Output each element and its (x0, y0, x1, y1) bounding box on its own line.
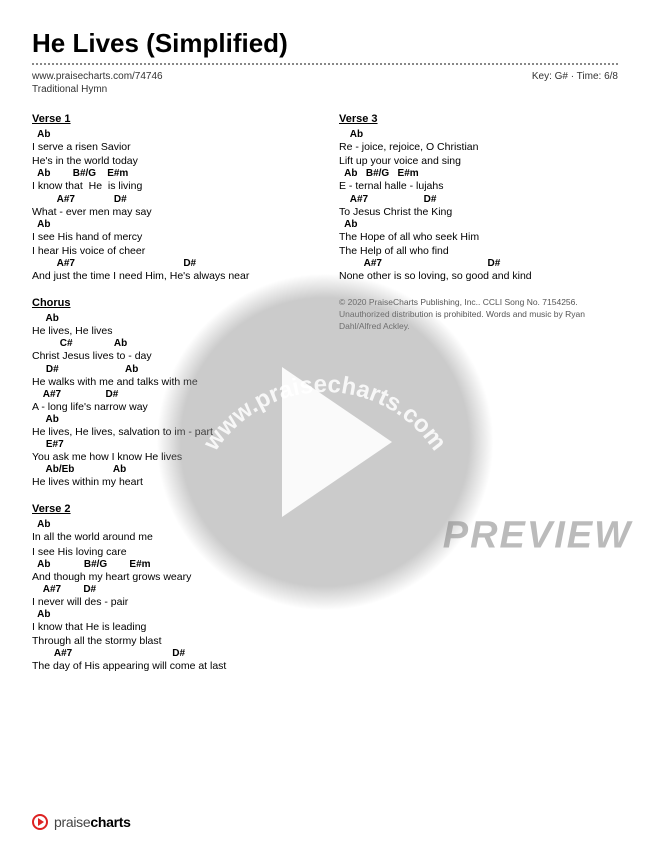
chord-line: Ab (339, 219, 618, 230)
footer-logo: praisecharts (32, 814, 131, 830)
song-section: Verse 3 AbRe - joice, rejoice, O Christi… (339, 113, 618, 283)
chord-line: Ab B#/G E#m (32, 168, 311, 179)
lyric-line: In all the world around me (32, 530, 311, 544)
lyric-line: Re - joice, rejoice, O Christian (339, 140, 618, 154)
chord-line: E#7 (32, 439, 311, 450)
chord-line: Ab (32, 414, 311, 425)
lyric-line: And though my heart grows weary (32, 570, 311, 584)
lyric-line: E - ternal halle - lujahs (339, 179, 618, 193)
chord-line: Ab B#/G E#m (339, 168, 618, 179)
lyric-line: And just the time I need Him, He's alway… (32, 269, 311, 283)
logo-play-icon (38, 818, 44, 826)
lyric-line: I see His hand of mercy (32, 230, 311, 244)
chord-line: Ab (32, 313, 311, 324)
song-section: Chorus AbHe lives, He lives C# AbChrist … (32, 297, 311, 489)
section-title: Verse 1 (32, 113, 311, 125)
logo-text-light: praise (54, 814, 90, 830)
lyric-line: He lives, He lives, salvation to im - pa… (32, 425, 311, 439)
song-section: Verse 1 AbI serve a risen SaviorHe's in … (32, 113, 311, 283)
page-title: He Lives (Simplified) (32, 28, 618, 59)
lyric-line: He walks with me and talks with me (32, 375, 311, 389)
logo-icon (32, 814, 48, 830)
chord-line: Ab (32, 219, 311, 230)
lyric-line: Through all the stormy blast (32, 634, 311, 648)
song-section: Verse 2 AbIn all the world around meI se… (32, 503, 311, 673)
lyric-line: Lift up your voice and sing (339, 154, 618, 168)
lyric-line: He lives, He lives (32, 324, 311, 338)
meta-row: www.praisecharts.com/74746 Key: G# · Tim… (32, 71, 618, 82)
key-time: Key: G# · Time: 6/8 (532, 71, 618, 82)
chord-line: A#7 D# (32, 584, 311, 595)
lyric-line: I hear His voice of cheer (32, 244, 311, 258)
song-type: Traditional Hymn (32, 84, 618, 95)
column-right: Verse 3 AbRe - joice, rejoice, O Christi… (339, 113, 618, 688)
lyric-line: To Jesus Christ the King (339, 205, 618, 219)
copyright: © 2020 PraiseCharts Publishing, Inc.. CC… (339, 297, 618, 333)
lyric-line: The day of His appearing will come at la… (32, 659, 311, 673)
lyric-line: The Help of all who find (339, 244, 618, 258)
chord-line: A#7 D# (32, 389, 311, 400)
section-title: Verse 2 (32, 503, 311, 515)
divider (32, 63, 618, 65)
lyric-line: Christ Jesus lives to - day (32, 349, 311, 363)
chord-line: Ab/Eb Ab (32, 464, 311, 475)
lyric-line: The Hope of all who seek Him (339, 230, 618, 244)
chord-line: D# Ab (32, 364, 311, 375)
lyric-line: I never will des - pair (32, 595, 311, 609)
chord-line: Ab (339, 129, 618, 140)
chord-line: Ab (32, 519, 311, 530)
page: He Lives (Simplified) www.praisecharts.c… (0, 0, 650, 716)
lyric-line: You ask me how I know He lives (32, 450, 311, 464)
lyric-line: I see His loving care (32, 545, 311, 559)
chord-line: A#7 D# (339, 258, 618, 269)
section-title: Chorus (32, 297, 311, 309)
lyric-line: I know that He is leading (32, 620, 311, 634)
chord-line: A#7 D# (32, 648, 311, 659)
preview-label: PREVIEW (443, 514, 632, 557)
source-url: www.praisecharts.com/74746 (32, 71, 163, 82)
chord-line: A#7 D# (32, 194, 311, 205)
lyric-line: What - ever men may say (32, 205, 311, 219)
chord-line: A#7 D# (32, 258, 311, 269)
chord-line: Ab B#/G E#m (32, 559, 311, 570)
section-title: Verse 3 (339, 113, 618, 125)
lyric-line: He lives within my heart (32, 475, 311, 489)
chord-line: A#7 D# (339, 194, 618, 205)
column-left: Verse 1 AbI serve a risen SaviorHe's in … (32, 113, 311, 688)
chord-line: Ab (32, 609, 311, 620)
chord-line: Ab (32, 129, 311, 140)
chord-line: C# Ab (32, 338, 311, 349)
logo-text-bold: charts (90, 814, 130, 830)
lyric-line: I serve a risen Savior (32, 140, 311, 154)
lyric-line: I know that He is living (32, 179, 311, 193)
logo-text: praisecharts (54, 814, 131, 830)
lyric-line: None other is so loving, so good and kin… (339, 269, 618, 283)
lyric-line: A - long life's narrow way (32, 400, 311, 414)
columns: Verse 1 AbI serve a risen SaviorHe's in … (32, 113, 618, 688)
lyric-line: He's in the world today (32, 154, 311, 168)
